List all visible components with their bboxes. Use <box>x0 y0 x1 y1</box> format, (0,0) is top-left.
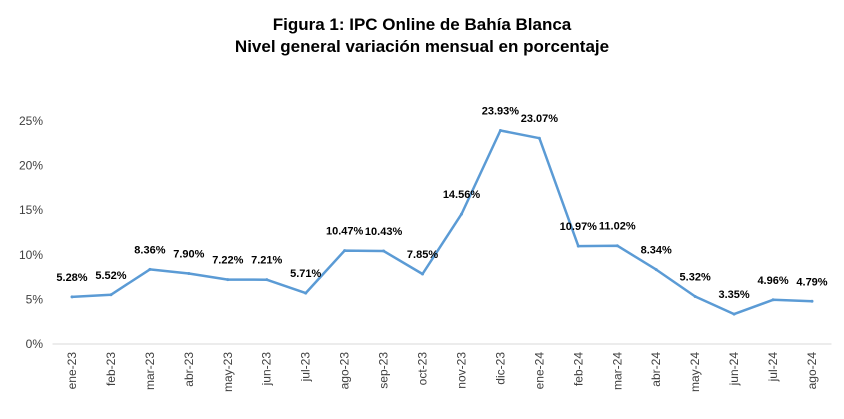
data-label: 10.97% <box>560 221 598 233</box>
series-line-group <box>70 129 814 316</box>
data-label: 8.34% <box>641 245 672 257</box>
data-label: 7.85% <box>407 249 438 261</box>
x-tick-label: abr-24 <box>649 352 663 387</box>
data-label: 8.36% <box>134 244 165 256</box>
x-tick-label: sep-23 <box>377 352 391 389</box>
data-label: 5.28% <box>56 272 87 284</box>
x-tick-label: may-24 <box>688 352 702 392</box>
data-point <box>459 212 463 216</box>
x-tick-label: feb-24 <box>571 352 585 386</box>
x-tick-label: abr-23 <box>182 352 196 387</box>
series-line <box>71 129 813 316</box>
data-label: 11.02% <box>599 221 636 233</box>
data-label: 23.07% <box>521 113 559 125</box>
y-axis: 0% 5% 10% 15% 20% 25% <box>19 114 43 351</box>
data-point <box>187 272 191 276</box>
x-tick-label: ago-24 <box>805 352 819 390</box>
x-axis: ene-23 feb-23 mar-23 abr-23 may-23 jun-23 jul-… <box>52 343 832 392</box>
x-tick-label: ago-23 <box>338 352 352 390</box>
data-point <box>615 244 619 248</box>
data-label: 4.96% <box>757 275 788 287</box>
x-tick-label: nov-23 <box>454 352 468 389</box>
x-tick-label: ene-23 <box>65 352 79 390</box>
data-point <box>382 249 386 253</box>
y-tick-label: 20% <box>19 159 43 173</box>
data-label: 23.93% <box>482 106 520 118</box>
x-tick-label: jul-23 <box>299 352 313 383</box>
data-point <box>771 298 775 302</box>
y-tick-label: 25% <box>19 114 43 128</box>
x-tick-label: mar-24 <box>610 352 624 390</box>
x-tick-label: ene-24 <box>532 352 546 390</box>
data-point <box>148 267 152 271</box>
x-tick-label: dic-23 <box>493 352 507 385</box>
data-point <box>109 293 113 297</box>
data-point <box>732 312 736 316</box>
x-tick-label: feb-23 <box>104 352 118 386</box>
data-label: 14.56% <box>443 189 481 201</box>
x-tick-label: oct-23 <box>416 352 430 386</box>
data-point <box>537 136 541 140</box>
data-point <box>498 129 502 133</box>
y-tick-label: 0% <box>26 337 44 351</box>
data-point <box>693 295 697 299</box>
y-tick-label: 10% <box>19 248 43 262</box>
data-label: 7.22% <box>212 255 243 267</box>
data-point <box>226 278 230 282</box>
data-label: 7.21% <box>251 255 282 267</box>
data-labels: 5.28% 5.52% 8.36% 7.90% 7.22% 7.21% 5.71% 10.47… <box>56 106 827 302</box>
x-tick-label: jul-24 <box>766 352 780 383</box>
data-label: 3.35% <box>719 289 750 301</box>
data-point <box>654 268 658 272</box>
data-point <box>70 295 74 299</box>
x-tick-label: may-23 <box>221 352 235 392</box>
data-label: 5.32% <box>680 272 711 284</box>
x-tick-label: jun-23 <box>260 352 274 387</box>
chart-title-line1: Figura 1: IPC Online de Bahía Blanca <box>272 15 572 34</box>
x-tick-label: jun-24 <box>727 352 741 387</box>
data-label: 10.43% <box>365 226 403 238</box>
data-point <box>343 249 347 253</box>
x-tick-label: mar-23 <box>143 352 157 390</box>
data-label: 7.90% <box>173 249 204 261</box>
data-point <box>810 299 814 303</box>
data-point <box>421 272 425 276</box>
chart-title-line2: Nivel general variación mensual en porce… <box>234 37 610 56</box>
y-tick-label: 5% <box>26 292 44 306</box>
data-point <box>265 278 269 282</box>
data-label: 5.71% <box>290 268 321 280</box>
data-point <box>304 291 308 295</box>
data-label: 4.79% <box>796 276 827 288</box>
y-tick-label: 15% <box>19 203 43 217</box>
data-point <box>576 244 580 248</box>
data-label: 5.52% <box>95 270 126 282</box>
chart-title: Figura 1: IPC Online de Bahía Blanca Niv… <box>0 14 844 58</box>
data-label: 10.47% <box>326 226 364 238</box>
